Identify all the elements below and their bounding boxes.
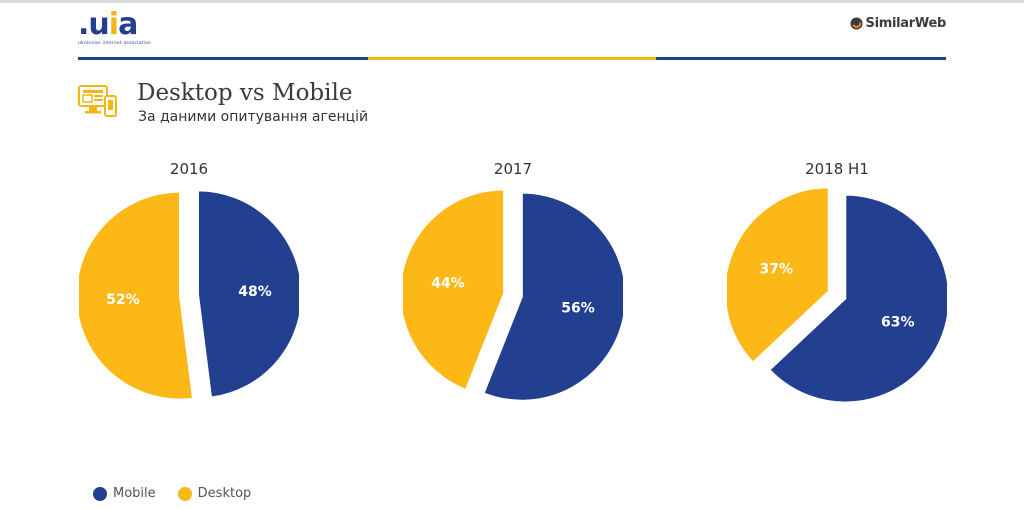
divider-segment-left: [78, 57, 368, 60]
legend-item-mobile: Mobile: [93, 486, 156, 501]
legend-swatch-mobile: [93, 486, 107, 501]
pie-slice-desktop: [79, 190, 195, 401]
page-title: Desktop vs Mobile: [137, 80, 353, 106]
similarweb-logo: SimilarWeb: [849, 16, 947, 31]
slice-label-desktop: 37%: [759, 262, 793, 278]
similarweb-icon: [849, 17, 863, 30]
pie-slice-desktop: [727, 186, 830, 365]
chart-title: 2016: [169, 160, 209, 178]
chart-title: 2017: [493, 160, 533, 178]
chart-title: 2018 H1: [805, 160, 869, 178]
similarweb-wordmark: SimilarWeb: [865, 16, 947, 31]
pie-slice-mobile: [196, 189, 299, 399]
slice-label-desktop: 52%: [106, 292, 140, 308]
pie-chart-2016: 2016 48% 52%: [79, 160, 299, 420]
slice-label-mobile: 48%: [238, 284, 272, 300]
devices-icon: [78, 85, 117, 117]
pie-2018-h1: 63% 37%: [727, 186, 947, 404]
uia-logo-subtitle: ukrainian internet association: [78, 41, 151, 46]
slice-label-mobile: 63%: [881, 314, 915, 330]
divider-segment-right: [656, 57, 946, 60]
top-border: [0, 0, 1024, 3]
divider-segment-middle: [368, 57, 656, 60]
slice-label-desktop: 44%: [431, 276, 465, 292]
slice-label-mobile: 56%: [561, 300, 595, 316]
page-subtitle: За даними опитування агенцій: [138, 109, 369, 125]
pie-slice-mobile: [482, 191, 623, 402]
chart-legend: Mobile Desktop: [93, 486, 273, 501]
legend-label-mobile: Mobile: [113, 486, 156, 501]
uia-logo-mark: .uia: [78, 7, 138, 42]
pie-2016: 48% 52%: [79, 189, 299, 401]
legend-swatch-desktop: [177, 486, 192, 501]
legend-item-desktop: Desktop: [177, 486, 252, 501]
pie-2017: 56% 44%: [403, 188, 623, 402]
uia-logo: .uia ukrainian internet association: [78, 7, 168, 47]
pie-chart-2018-h1: 2018 H1 63% 37%: [727, 160, 947, 420]
pie-chart-2017: 2017 56% 44%: [403, 160, 623, 420]
pie-slice-desktop: [403, 188, 506, 392]
legend-label-desktop: Desktop: [197, 486, 252, 501]
pie-slice-mobile: [768, 193, 947, 404]
